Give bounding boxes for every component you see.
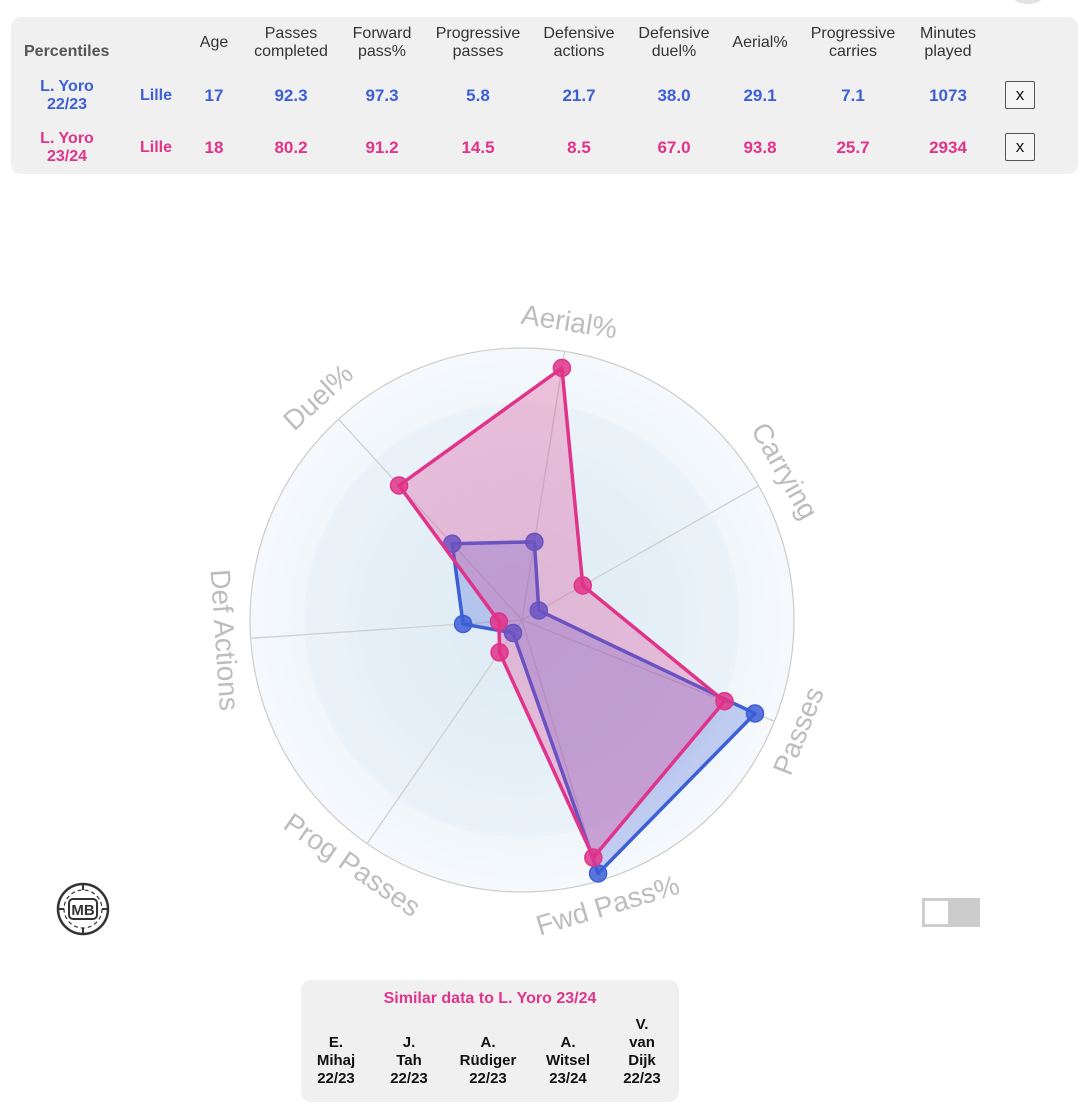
radar-point[interactable] bbox=[525, 532, 544, 552]
radar-point[interactable] bbox=[573, 576, 593, 595]
percentiles-table: Percentiles Age Passes completed Forward pas… bbox=[11, 17, 1078, 174]
similar-player-line: van bbox=[629, 1034, 655, 1051]
radar-point[interactable] bbox=[490, 643, 509, 662]
radar-point[interactable] bbox=[715, 691, 734, 711]
column-header: Progressive carries bbox=[810, 25, 896, 60]
table-cell: 91.2 bbox=[365, 138, 399, 157]
similar-player-line: V. bbox=[635, 1016, 649, 1033]
column-header: Passes completed bbox=[254, 25, 328, 60]
table-cell: 1073 bbox=[929, 86, 967, 105]
table-cell: 38.0 bbox=[657, 86, 691, 105]
similar-player-line: J. bbox=[402, 1034, 416, 1051]
similar-player-line: Rüdiger bbox=[459, 1052, 517, 1069]
table-cell: 8.5 bbox=[567, 138, 591, 157]
theme-toggle[interactable] bbox=[922, 898, 980, 927]
similar-player[interactable]: A. Rüdiger 22/23 bbox=[458, 1034, 518, 1088]
radar-point[interactable] bbox=[453, 614, 473, 634]
similar-player[interactable]: E. Mihaj 22/23 bbox=[306, 1034, 366, 1088]
similar-player-line: E. bbox=[328, 1034, 344, 1051]
similar-player[interactable]: V. van Dijk 22/23 bbox=[612, 1016, 672, 1088]
table-cell: 92.3 bbox=[274, 86, 308, 105]
column-header: Defensive duel% bbox=[638, 25, 710, 60]
table-cell: 7.1 bbox=[841, 86, 865, 105]
table-title: Percentiles bbox=[24, 43, 110, 60]
radar-point[interactable] bbox=[588, 864, 608, 883]
radar-series-area bbox=[397, 366, 727, 860]
similar-player[interactable]: J. Tah 22/23 bbox=[379, 1034, 439, 1088]
mb-logo: MB bbox=[56, 882, 110, 936]
table-cell: 2934 bbox=[929, 138, 967, 157]
table-cell: 14.5 bbox=[461, 138, 495, 157]
similar-player-line: Tah bbox=[396, 1052, 422, 1069]
table-cell: 93.8 bbox=[743, 138, 777, 157]
column-header: Age bbox=[199, 34, 229, 51]
player-name: L. Yoro 22/23 bbox=[40, 78, 94, 113]
similar-players-panel: Similar data to L. Yoro 23/24 E. Mihaj 22/… bbox=[301, 980, 679, 1102]
table-cell: 80.2 bbox=[274, 138, 308, 157]
radar-point[interactable] bbox=[489, 612, 509, 631]
radar-point[interactable] bbox=[552, 358, 572, 378]
radar-spoke bbox=[338, 418, 523, 621]
radar-spoke bbox=[250, 619, 523, 639]
remove-row-button[interactable]: x bbox=[1005, 133, 1035, 161]
team-name: Lille bbox=[139, 139, 173, 156]
radar-point[interactable] bbox=[584, 848, 603, 867]
radar-series-area bbox=[450, 540, 757, 876]
similar-player-line: 22/23 bbox=[469, 1070, 507, 1087]
column-header: Minutes played bbox=[919, 25, 977, 60]
similar-player-line: Witsel bbox=[545, 1052, 591, 1069]
radar-spoke bbox=[521, 351, 566, 621]
radar-point[interactable] bbox=[503, 623, 523, 643]
similar-title: Similar data to L. Yoro 23/24 bbox=[383, 990, 597, 1007]
similar-player-line: 22/23 bbox=[317, 1070, 355, 1087]
column-header: Aerial% bbox=[732, 34, 788, 51]
radar-axis-label: Def Actions bbox=[205, 568, 245, 711]
similar-player-line: A. bbox=[560, 1034, 576, 1051]
table-cell: 5.8 bbox=[466, 86, 490, 105]
table-cell: 21.7 bbox=[562, 86, 596, 105]
table-cell: 97.3 bbox=[365, 86, 399, 105]
similar-player-line: 22/23 bbox=[390, 1070, 428, 1087]
table-cell: 18 bbox=[204, 138, 224, 157]
radar-spoke bbox=[521, 619, 601, 881]
radar-point[interactable] bbox=[389, 476, 409, 495]
column-header: Defensive actions bbox=[543, 25, 615, 60]
radar-spoke bbox=[521, 485, 759, 621]
similar-player-line: Dijk bbox=[628, 1052, 656, 1069]
player-name: L. Yoro 23/24 bbox=[40, 130, 94, 165]
remove-row-button[interactable]: x bbox=[1005, 81, 1035, 109]
similar-player[interactable]: A. Witsel 23/24 bbox=[538, 1034, 598, 1088]
similar-player-line: 23/24 bbox=[549, 1070, 587, 1087]
table-cell: 67.0 bbox=[657, 138, 691, 157]
table-cell: 17 bbox=[204, 86, 224, 105]
toggle-knob[interactable] bbox=[924, 900, 949, 925]
column-header: Forward pass% bbox=[352, 25, 412, 60]
table-cell: 25.7 bbox=[836, 138, 870, 157]
table-cell: 29.1 bbox=[743, 86, 777, 105]
top-edge-control bbox=[1008, 0, 1048, 4]
radar-point[interactable] bbox=[745, 704, 765, 723]
similar-player-line: A. bbox=[480, 1034, 496, 1051]
team-name: Lille bbox=[139, 87, 173, 104]
similar-player-line: 22/23 bbox=[623, 1070, 661, 1087]
radar-point[interactable] bbox=[529, 601, 549, 620]
radar-series-1 bbox=[389, 358, 734, 867]
logo-text: MB bbox=[71, 902, 94, 919]
similar-player-line: Mihaj bbox=[316, 1052, 356, 1069]
column-header: Progressive passes bbox=[435, 25, 521, 60]
radar-axis-label: Aerial% bbox=[519, 299, 619, 345]
